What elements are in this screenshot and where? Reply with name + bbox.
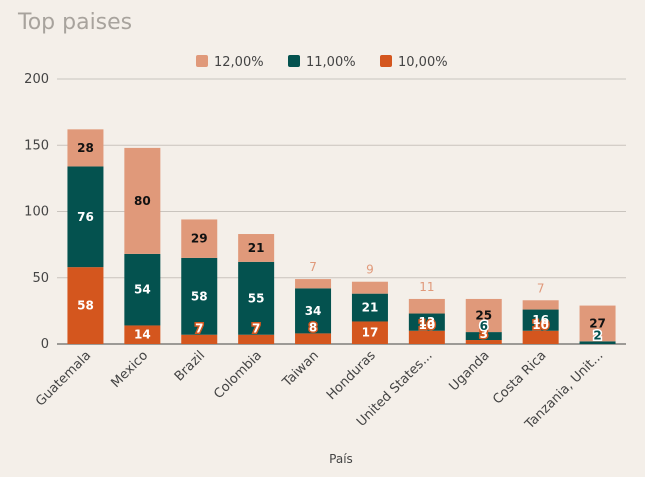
data-label: 58 xyxy=(77,299,94,313)
legend-item[interactable]: 12,00% xyxy=(196,55,264,70)
bar-segment[interactable] xyxy=(124,253,161,326)
data-label: 55 xyxy=(248,291,265,305)
data-label: 54 xyxy=(134,283,151,297)
data-label: 7 xyxy=(195,322,203,336)
data-label: 16 xyxy=(532,313,549,327)
bar-segment[interactable] xyxy=(351,293,388,322)
bar-segment[interactable] xyxy=(465,298,502,333)
data-label: 80 xyxy=(134,194,151,208)
legend-label: 10,00% xyxy=(398,55,448,70)
bar-segment[interactable] xyxy=(124,325,161,344)
x-tick-label: Guatemala xyxy=(33,348,94,409)
data-label: 3 xyxy=(480,327,488,341)
bar-segment[interactable] xyxy=(181,334,218,344)
bars-layer xyxy=(67,129,616,344)
data-label: 2 xyxy=(593,328,601,342)
legend[interactable]: 12,00% 11,00% 10,00% xyxy=(196,55,448,70)
bar-segment[interactable] xyxy=(238,234,275,262)
data-label: 21 xyxy=(362,301,379,315)
bar-segment[interactable] xyxy=(465,332,502,341)
x-tick-label: Taiwan xyxy=(279,348,322,391)
legend-item[interactable]: 11,00% xyxy=(288,55,356,70)
bar-segment[interactable] xyxy=(579,305,616,342)
bar-segment[interactable] xyxy=(522,330,559,344)
data-label: 7 xyxy=(252,322,260,336)
data-label: 58 xyxy=(191,289,208,303)
bar-segment[interactable] xyxy=(181,257,218,335)
bar-segment[interactable] xyxy=(522,300,559,310)
data-label: 11 xyxy=(419,280,434,294)
y-tick-label: 0 xyxy=(41,337,49,352)
x-tick-label: Brazil xyxy=(172,348,208,384)
legend-swatch xyxy=(196,55,208,67)
data-label: 13 xyxy=(418,315,435,329)
legend-label: 11,00% xyxy=(306,55,356,70)
x-axis-label: País xyxy=(329,452,353,466)
chart-title: Top paises xyxy=(18,10,133,35)
x-tick-label: Mexico xyxy=(108,348,151,391)
bar-segment[interactable] xyxy=(295,288,332,334)
y-tick-label: 50 xyxy=(32,271,49,286)
legend-label: 12,00% xyxy=(214,55,264,70)
bar-segment[interactable] xyxy=(67,267,104,344)
bar-segment[interactable] xyxy=(238,261,275,335)
bar-segment[interactable] xyxy=(67,166,104,268)
data-label: 25 xyxy=(475,309,492,323)
bar-segment[interactable] xyxy=(408,313,445,331)
data-label: 14 xyxy=(134,328,151,342)
x-tick-label: Honduras xyxy=(324,348,379,403)
bar-segment[interactable] xyxy=(351,321,388,344)
data-label: 10 xyxy=(418,318,435,332)
data-label: 6 xyxy=(480,319,488,333)
legend-item[interactable]: 10,00% xyxy=(380,55,448,70)
bar-segment[interactable] xyxy=(295,279,332,289)
bar-segment[interactable] xyxy=(465,340,502,344)
data-label: 27 xyxy=(589,316,606,330)
data-label: 34 xyxy=(305,304,322,318)
data-label: 21 xyxy=(248,241,265,255)
legend-swatch xyxy=(288,55,300,67)
y-tick-label: 150 xyxy=(24,138,49,153)
data-label: 9 xyxy=(366,263,374,277)
data-label: 28 xyxy=(77,141,94,155)
x-tick-label: Colombia xyxy=(211,348,265,402)
bar-segment[interactable] xyxy=(295,333,332,344)
bar-segment[interactable] xyxy=(579,341,616,344)
bar-segment[interactable] xyxy=(67,129,104,167)
x-tick-label: Costa Rica xyxy=(490,348,549,407)
data-label: 7 xyxy=(537,281,545,295)
y-tick-label: 200 xyxy=(24,72,49,87)
bar-segment[interactable] xyxy=(408,298,445,314)
data-label: 17 xyxy=(362,326,379,340)
bar-segment[interactable] xyxy=(408,330,445,344)
data-labels-layer: 5876281454807582975521834717219101311362… xyxy=(77,141,606,344)
data-label: 10 xyxy=(532,318,549,332)
legend-swatch xyxy=(380,55,392,67)
y-tick-label: 100 xyxy=(24,205,49,220)
x-tick-labels: Guatemala Mexico Brazil Colombia Taiwan Hondu… xyxy=(33,348,606,433)
bar-segment[interactable] xyxy=(124,147,161,254)
data-label: 76 xyxy=(77,210,94,224)
bar-segment[interactable] xyxy=(351,281,388,294)
bar-segment[interactable] xyxy=(522,309,559,331)
bar-segment[interactable] xyxy=(238,334,275,344)
x-tick-label: Uganda xyxy=(446,348,492,394)
data-label: 29 xyxy=(191,232,208,246)
bar-segment[interactable] xyxy=(181,219,218,258)
data-label: 8 xyxy=(309,320,317,334)
data-label: 7 xyxy=(309,260,317,274)
